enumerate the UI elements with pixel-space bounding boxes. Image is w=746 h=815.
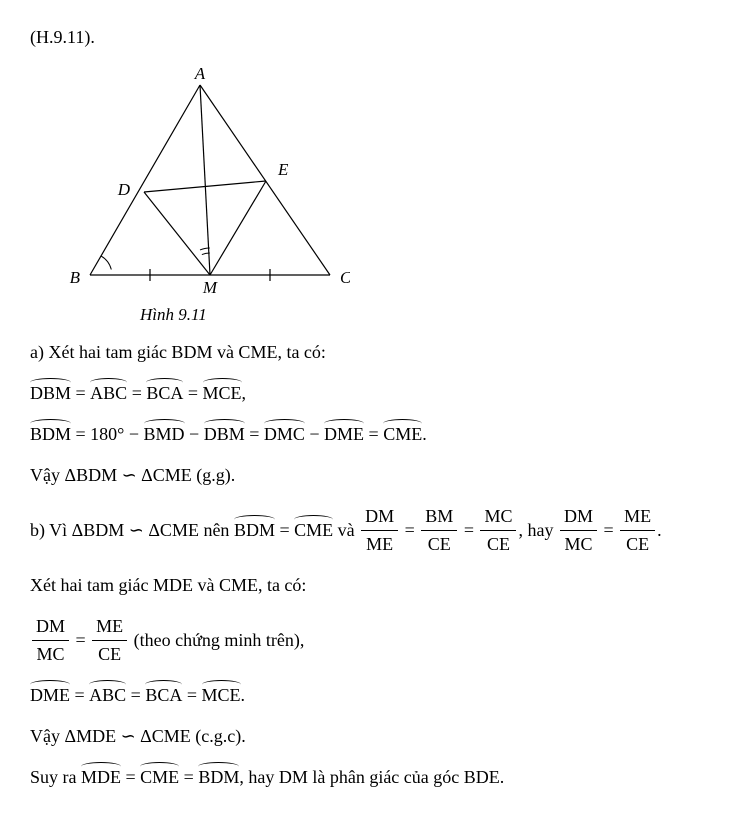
angle-DMC: DMC bbox=[264, 421, 305, 448]
txt: = bbox=[369, 424, 379, 444]
part-b-conclusion: Vậy ΔMDE ∽ ΔCME (c.g.c). bbox=[30, 723, 716, 750]
eq-sign: = bbox=[187, 685, 197, 705]
txt: , hay bbox=[518, 520, 558, 540]
svg-text:D: D bbox=[117, 180, 131, 199]
angle-MCE: MCE bbox=[202, 682, 241, 709]
txt: ΔCME (c.g.c). bbox=[136, 726, 246, 746]
txt: = 180° − bbox=[76, 424, 140, 444]
angle-ABC: ABC bbox=[89, 682, 126, 709]
txt: ΔCME nên bbox=[144, 520, 234, 540]
txt: b) Vì ΔBDM bbox=[30, 520, 129, 540]
punct: . bbox=[657, 520, 662, 540]
txt: − bbox=[309, 424, 319, 444]
fraction: BMCE bbox=[421, 503, 457, 558]
angle-ABC: ABC bbox=[90, 380, 127, 407]
svg-text:B: B bbox=[70, 268, 81, 287]
header-ref: (H.9.11). bbox=[30, 24, 716, 51]
eq-sign: = bbox=[184, 767, 194, 787]
figure-caption: Hình 9.11 bbox=[140, 305, 716, 325]
angle-DBM: DBM bbox=[204, 421, 245, 448]
angle-CME: CME bbox=[294, 517, 333, 544]
fraction: MECE bbox=[92, 613, 127, 668]
txt: Suy ra bbox=[30, 767, 81, 787]
fraction: DMME bbox=[361, 503, 398, 558]
eq-sign: = bbox=[75, 685, 85, 705]
fraction: DMMC bbox=[560, 503, 597, 558]
part-a-conclusion: Vậy ΔBDM ∽ ΔCME (g.g). bbox=[30, 462, 716, 489]
txt: − bbox=[189, 424, 199, 444]
fraction: MCCE bbox=[480, 503, 516, 558]
eq-sign: = bbox=[76, 383, 86, 403]
punct: , bbox=[242, 383, 247, 403]
txt: , hay DM là phân giác của góc BDE. bbox=[239, 767, 504, 787]
angle-BCA: BCA bbox=[145, 682, 182, 709]
eq-sign: = bbox=[126, 767, 136, 787]
part-a-intro: a) Xét hai tam giác BDM và CME, ta có: bbox=[30, 339, 716, 366]
angle-BDM: BDM bbox=[198, 764, 239, 791]
fraction: MECE bbox=[620, 503, 655, 558]
part-a-eq2: BDM = 180° − BMD − DBM = DMC − DME = CME… bbox=[30, 421, 716, 448]
angle-DME: DME bbox=[324, 421, 364, 448]
angle-DBM: DBM bbox=[30, 380, 71, 407]
similar-sign: ∽ bbox=[129, 520, 144, 540]
angle-BCA: BCA bbox=[146, 380, 183, 407]
svg-text:A: A bbox=[194, 65, 206, 83]
part-b-xet: Xét hai tam giác MDE và CME, ta có: bbox=[30, 572, 716, 599]
similar-sign: ∽ bbox=[122, 465, 137, 485]
txt: Vậy ΔMDE bbox=[30, 726, 121, 746]
angle-BMD: BMD bbox=[144, 421, 185, 448]
angle-BDM: BDM bbox=[234, 517, 275, 544]
angle-DME: DME bbox=[30, 682, 70, 709]
angle-MCE: MCE bbox=[203, 380, 242, 407]
eq-sign: = bbox=[132, 383, 142, 403]
similar-sign: ∽ bbox=[121, 726, 136, 746]
fraction: DMMC bbox=[32, 613, 69, 668]
part-b-final: Suy ra MDE = CME = BDM, hay DM là phân g… bbox=[30, 764, 716, 791]
eq-sign: = bbox=[131, 685, 141, 705]
part-b-angles: DME = ABC = BCA = MCE. bbox=[30, 682, 716, 709]
angle-CME: CME bbox=[140, 764, 179, 791]
part-a-eq1: DBM = ABC = BCA = MCE, bbox=[30, 380, 716, 407]
svg-text:M: M bbox=[202, 278, 218, 297]
part-b-frac-line: DMMC = MECE (theo chứng minh trên), bbox=[30, 613, 716, 668]
txt: Vậy ΔBDM bbox=[30, 465, 122, 485]
txt: và bbox=[338, 520, 360, 540]
punct: . bbox=[422, 424, 427, 444]
eq-sign: = bbox=[279, 520, 289, 540]
punct: . bbox=[241, 685, 246, 705]
part-b-intro: b) Vì ΔBDM ∽ ΔCME nên BDM = CME và DMME … bbox=[30, 503, 716, 558]
figure-9-11: A B C M D E bbox=[50, 65, 716, 303]
svg-text:C: C bbox=[340, 268, 350, 287]
eq-sign: = bbox=[188, 383, 198, 403]
txt: ΔCME (g.g). bbox=[137, 465, 236, 485]
svg-text:E: E bbox=[277, 160, 289, 179]
txt: = bbox=[249, 424, 259, 444]
txt: (theo chứng minh trên), bbox=[134, 630, 305, 650]
page-root: (H.9.11). ABCMDE Hình 9.11 a) Xét hai ta… bbox=[0, 0, 746, 815]
angle-BDM: BDM bbox=[30, 421, 71, 448]
angle-CME: CME bbox=[383, 421, 422, 448]
angle-MDE: MDE bbox=[81, 764, 121, 791]
